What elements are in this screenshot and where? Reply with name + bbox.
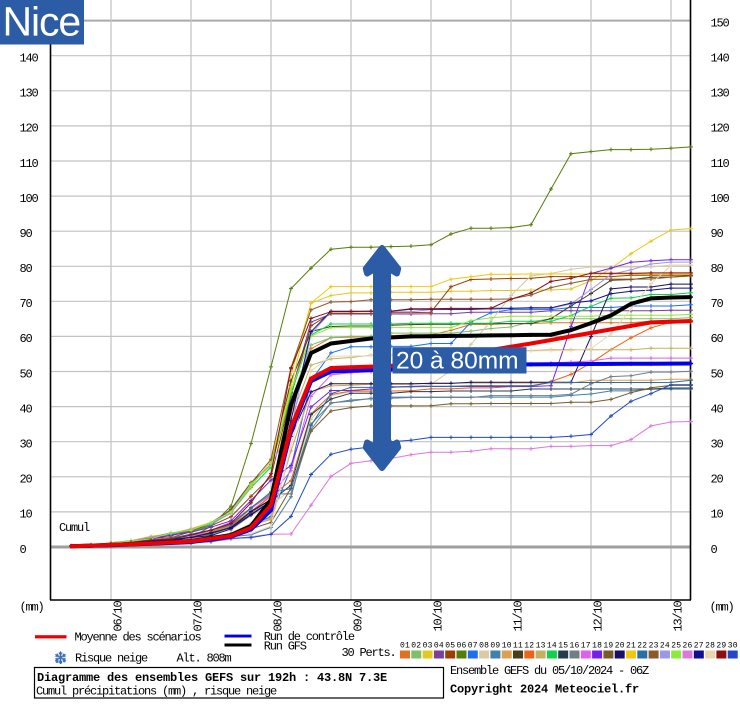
svg-text:10/10: 10/10 xyxy=(432,600,446,631)
svg-text:30 Perts.: 30 Perts. xyxy=(342,646,396,660)
svg-text:15: 15 xyxy=(558,642,568,651)
svg-text:12/10: 12/10 xyxy=(592,600,606,631)
svg-text:Diagramme des ensembles GEFS s: Diagramme des ensembles GEFS sur 192h : … xyxy=(37,671,387,685)
svg-text:22: 22 xyxy=(637,642,647,651)
svg-text:20: 20 xyxy=(711,473,724,487)
svg-text:40: 40 xyxy=(20,402,33,416)
svg-text:70: 70 xyxy=(20,297,33,311)
svg-text:19: 19 xyxy=(603,642,613,651)
svg-text:30: 30 xyxy=(711,438,724,452)
svg-text:04: 04 xyxy=(434,642,444,651)
svg-text:11/10: 11/10 xyxy=(512,600,526,631)
svg-text:Ensemble GEFS du 05/10/2024 -: Ensemble GEFS du 05/10/2024 - 06Z xyxy=(450,664,649,678)
svg-text:110: 110 xyxy=(711,157,730,171)
svg-text:50: 50 xyxy=(20,367,33,381)
svg-text:10: 10 xyxy=(20,508,33,522)
svg-text:60: 60 xyxy=(20,332,33,346)
svg-text:80: 80 xyxy=(711,262,724,276)
svg-text:Cumul: Cumul xyxy=(59,521,90,535)
svg-text:25: 25 xyxy=(671,642,681,651)
svg-text:90: 90 xyxy=(711,227,724,241)
svg-text:12: 12 xyxy=(524,642,534,651)
svg-text:30: 30 xyxy=(20,438,33,452)
svg-text:Run de contrôle: Run de contrôle xyxy=(264,630,355,644)
svg-text:130: 130 xyxy=(20,87,39,101)
svg-text:50: 50 xyxy=(711,367,724,381)
svg-text:07: 07 xyxy=(468,642,478,651)
svg-text:13: 13 xyxy=(536,642,546,651)
svg-text:28: 28 xyxy=(705,642,715,651)
svg-text:20 à 80mm: 20 à 80mm xyxy=(396,348,519,375)
svg-text:29: 29 xyxy=(716,642,726,651)
svg-text:80: 80 xyxy=(20,262,33,276)
svg-text:Copyright 2024 Meteociel.fr: Copyright 2024 Meteociel.fr xyxy=(450,683,639,697)
svg-text:Run GFS: Run GFS xyxy=(264,640,307,654)
svg-text:100: 100 xyxy=(20,192,39,206)
svg-text:21: 21 xyxy=(626,642,636,651)
svg-text:24: 24 xyxy=(660,642,670,651)
svg-text:07/10: 07/10 xyxy=(192,600,206,631)
svg-text:05: 05 xyxy=(445,642,455,651)
svg-text:120: 120 xyxy=(711,122,730,136)
svg-text:16: 16 xyxy=(569,642,579,651)
svg-text:09: 09 xyxy=(490,642,500,651)
svg-text:140: 140 xyxy=(20,51,39,65)
svg-text:60: 60 xyxy=(711,332,724,346)
svg-text:70: 70 xyxy=(711,297,724,311)
svg-text:20: 20 xyxy=(20,473,33,487)
svg-text:10: 10 xyxy=(711,508,724,522)
svg-text:14: 14 xyxy=(547,642,557,651)
svg-text:17: 17 xyxy=(581,642,591,651)
svg-text:08: 08 xyxy=(479,642,489,651)
svg-text:40: 40 xyxy=(711,402,724,416)
svg-text:Moyenne des scénarios: Moyenne des scénarios xyxy=(75,631,202,645)
svg-text:03: 03 xyxy=(423,642,433,651)
svg-text:100: 100 xyxy=(711,192,730,206)
svg-text:01: 01 xyxy=(400,642,410,651)
svg-text:18: 18 xyxy=(592,642,602,651)
svg-text:0: 0 xyxy=(20,543,27,557)
svg-text:Risque neige: Risque neige xyxy=(75,652,148,666)
svg-text:20: 20 xyxy=(615,642,625,651)
svg-text:150: 150 xyxy=(711,16,730,30)
svg-text:26: 26 xyxy=(682,642,692,651)
svg-text:90: 90 xyxy=(20,227,33,241)
svg-text:120: 120 xyxy=(20,122,39,136)
svg-text:Nice: Nice xyxy=(3,0,81,44)
svg-text:13/10: 13/10 xyxy=(672,600,686,631)
svg-text:06: 06 xyxy=(456,642,466,651)
svg-text:130: 130 xyxy=(711,87,730,101)
svg-text:140: 140 xyxy=(711,51,730,65)
svg-text:30: 30 xyxy=(728,642,738,651)
svg-text:02: 02 xyxy=(411,642,421,651)
svg-text:Alt. 808m: Alt. 808m xyxy=(177,652,232,666)
svg-text:(mm): (mm) xyxy=(20,601,44,615)
svg-text:110: 110 xyxy=(20,157,39,171)
svg-text:27: 27 xyxy=(694,642,704,651)
svg-text:Cumul précipitations (mm) , ri: Cumul précipitations (mm) , risque neige xyxy=(36,685,277,699)
svg-text:(mm): (mm) xyxy=(710,601,734,615)
svg-text:11: 11 xyxy=(513,642,523,651)
svg-text:08/10: 08/10 xyxy=(272,600,286,631)
svg-text:09/10: 09/10 xyxy=(352,600,366,631)
svg-text:10: 10 xyxy=(502,642,512,651)
svg-text:23: 23 xyxy=(649,642,659,651)
svg-text:06/10: 06/10 xyxy=(112,600,126,631)
svg-text:0: 0 xyxy=(711,543,718,557)
